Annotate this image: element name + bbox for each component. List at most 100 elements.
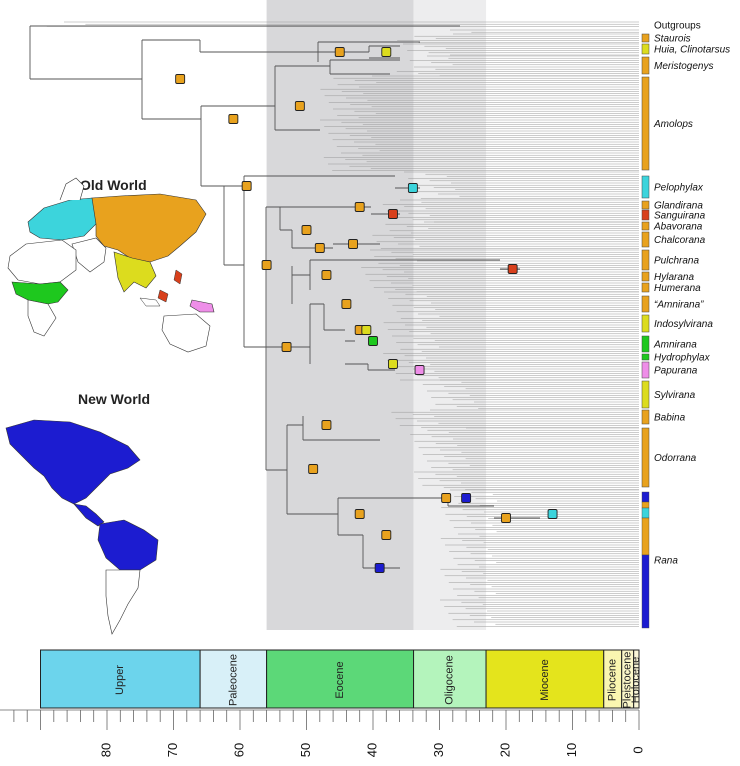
clade-label: Hylarana xyxy=(654,272,694,283)
old-world-title: Old World xyxy=(80,177,147,193)
epoch-label: Eocene xyxy=(334,661,346,698)
clade-label: Hydrophylax xyxy=(654,353,711,364)
clade-bar-17 xyxy=(641,361,650,379)
epoch-label: Miocene xyxy=(539,659,551,701)
node-27 xyxy=(501,513,511,523)
node-11 xyxy=(314,243,325,253)
tick-label: 20 xyxy=(497,743,512,757)
node-9 xyxy=(388,209,398,219)
clade-bar-11 xyxy=(641,271,650,282)
epoch-label: Paleocene xyxy=(227,654,239,706)
clade-bar-8 xyxy=(641,221,650,231)
clade-label: Indosylvirana xyxy=(654,319,713,330)
tick-label: 50 xyxy=(298,743,313,757)
node-4 xyxy=(294,101,305,111)
epoch-2 xyxy=(266,649,415,709)
epoch-label: Holocene xyxy=(630,657,642,703)
clade-label: Glandirana xyxy=(654,201,703,212)
clade-bar-10 xyxy=(641,249,650,271)
node-3 xyxy=(228,114,239,124)
clade-bar-4 xyxy=(641,76,650,171)
clade-bar-7 xyxy=(641,209,650,221)
epoch-label: Pleistocene xyxy=(622,652,634,709)
clade-label: Huia, Clinotarsus xyxy=(654,45,730,56)
node-30 xyxy=(374,563,385,573)
node-29 xyxy=(381,530,392,540)
node-15 xyxy=(341,299,352,309)
clade-label: Abavorana xyxy=(653,222,703,233)
clade-label: “Amnirana” xyxy=(654,300,704,311)
tick-label: 0 xyxy=(630,746,645,753)
clade-label: Odorrana xyxy=(654,453,697,464)
clade-label: Babina xyxy=(654,413,686,424)
clade-label: Sylvirana xyxy=(654,390,696,401)
node-5 xyxy=(241,181,252,191)
node-12 xyxy=(348,239,358,249)
node-18 xyxy=(368,336,378,346)
epoch-0 xyxy=(40,649,201,709)
clade-label: Amnirana xyxy=(653,340,697,351)
rana-bar-segment-2 xyxy=(641,507,650,519)
node-13 xyxy=(321,270,332,280)
shaded-band-0 xyxy=(266,0,414,630)
time-axis: 80 70 60 50 40 30 20 10 0 xyxy=(0,709,645,757)
clade-label: Papurana xyxy=(654,366,698,377)
clade-bar-5 xyxy=(641,175,650,199)
rana-bar-segment-3 xyxy=(641,517,650,556)
clade-bar-3 xyxy=(641,56,650,75)
clade-label: Pulchrana xyxy=(654,256,699,267)
clade-bar-18 xyxy=(641,380,650,409)
axis-ticks xyxy=(0,709,640,730)
new-world-title: New World xyxy=(78,391,150,407)
ancestral-range-nodes xyxy=(175,47,558,573)
node-17 xyxy=(361,325,372,335)
clade-label: Chalcorana xyxy=(654,235,706,246)
clade-bar-19 xyxy=(641,409,650,425)
old-world-map: Old World xyxy=(7,177,215,353)
geologic-timescale: Upper Paleocene Eocene Oligocene Miocene Plio… xyxy=(40,649,642,709)
node-8 xyxy=(354,202,365,212)
tick-label: 40 xyxy=(364,743,379,757)
clade-label: Outgroups xyxy=(654,21,701,32)
node-26 xyxy=(461,493,472,503)
node-1 xyxy=(334,47,345,57)
epoch-label: Pliocene xyxy=(607,659,619,701)
epoch-1 xyxy=(199,649,268,709)
clade-label: Rana xyxy=(654,556,678,567)
tick-label: 30 xyxy=(431,743,446,757)
clade-bar-16 xyxy=(641,353,650,361)
epoch-label: Upper xyxy=(114,665,126,695)
tip-branches xyxy=(46,21,639,627)
epoch-7 xyxy=(633,649,640,709)
node-7 xyxy=(407,183,418,193)
clade-bar-13 xyxy=(641,295,650,313)
epoch-3 xyxy=(413,649,487,709)
clade-bar-12 xyxy=(641,282,650,293)
node-28 xyxy=(547,509,558,519)
node-25 xyxy=(441,493,452,503)
clade-bar-6 xyxy=(641,200,650,210)
tree-tip-lines xyxy=(46,21,639,627)
clade-bar-2 xyxy=(641,43,650,55)
rana-bar-segment-0 xyxy=(641,491,650,503)
node-23 xyxy=(308,464,319,474)
node-21 xyxy=(281,342,292,352)
tick-label: 80 xyxy=(98,743,113,757)
clade-label: Amolops xyxy=(653,119,693,130)
node-0 xyxy=(175,74,186,84)
clade-label: Sanguirana xyxy=(654,211,706,222)
node-22 xyxy=(321,420,332,430)
node-14 xyxy=(507,264,518,274)
clade-label: Staurois xyxy=(654,34,691,45)
clade-bar-14 xyxy=(641,314,650,333)
clade-bar-9 xyxy=(641,231,650,248)
node-24 xyxy=(354,509,365,519)
clade-label: Meristogenys xyxy=(654,61,713,72)
node-2 xyxy=(381,47,392,57)
clade-label: Pelophylax xyxy=(654,183,704,194)
rana-bar-segment-1 xyxy=(641,501,650,509)
clade-label: Humerana xyxy=(654,283,701,294)
tick-label: 60 xyxy=(231,743,246,757)
